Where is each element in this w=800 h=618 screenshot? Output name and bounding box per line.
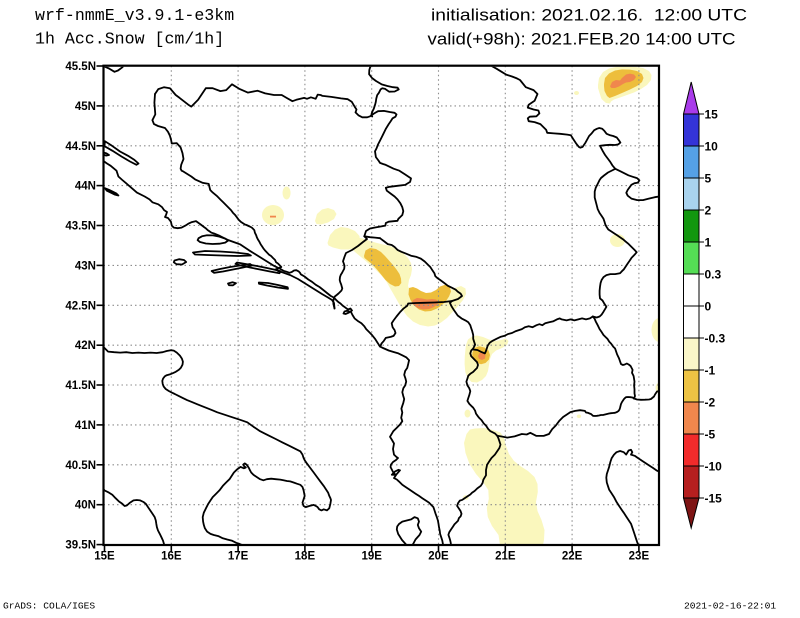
svg-text:0: 0 bbox=[705, 300, 712, 314]
svg-text:43N: 43N bbox=[75, 260, 96, 272]
svg-text:wrf-nmmE_v3.9.1-e3km: wrf-nmmE_v3.9.1-e3km bbox=[35, 6, 234, 25]
svg-text:16E: 16E bbox=[161, 551, 182, 563]
svg-text:1: 1 bbox=[705, 236, 712, 250]
svg-text:GrADS: COLA/IGES: GrADS: COLA/IGES bbox=[3, 601, 95, 612]
svg-text:-5: -5 bbox=[705, 428, 716, 442]
svg-text:44N: 44N bbox=[75, 181, 96, 193]
svg-text:22E: 22E bbox=[562, 551, 583, 563]
svg-text:41.5N: 41.5N bbox=[65, 380, 96, 392]
svg-text:-2: -2 bbox=[705, 396, 716, 410]
svg-text:21E: 21E bbox=[495, 551, 516, 563]
svg-text:valid(+98h): 2021.FEB.20 14:00: valid(+98h): 2021.FEB.20 14:00 UTC bbox=[428, 31, 736, 49]
svg-text:2: 2 bbox=[705, 204, 712, 218]
svg-text:15E: 15E bbox=[94, 551, 115, 563]
svg-text:5: 5 bbox=[705, 172, 712, 186]
svg-text:45.5N: 45.5N bbox=[65, 61, 96, 73]
svg-text:0.3: 0.3 bbox=[705, 268, 722, 282]
svg-text:23E: 23E bbox=[629, 551, 650, 563]
svg-text:-1: -1 bbox=[705, 364, 716, 378]
svg-text:17E: 17E bbox=[228, 551, 249, 563]
svg-text:42N: 42N bbox=[75, 340, 96, 352]
svg-text:10: 10 bbox=[705, 140, 719, 154]
svg-text:-10: -10 bbox=[705, 460, 723, 474]
svg-text:1h Acc.Snow [cm/1h]: 1h Acc.Snow [cm/1h] bbox=[35, 30, 224, 49]
svg-text:20E: 20E bbox=[428, 551, 449, 563]
svg-text:42.5N: 42.5N bbox=[65, 300, 96, 312]
svg-text:18E: 18E bbox=[295, 551, 316, 563]
svg-text:40N: 40N bbox=[75, 500, 96, 512]
svg-text:15: 15 bbox=[705, 108, 719, 122]
svg-text:-0.3: -0.3 bbox=[705, 332, 726, 346]
svg-text:45N: 45N bbox=[75, 101, 96, 113]
svg-text:43.5N: 43.5N bbox=[65, 221, 96, 233]
svg-text:39.5N: 39.5N bbox=[65, 540, 96, 552]
svg-text:40.5N: 40.5N bbox=[65, 460, 96, 472]
svg-text:initialisation: 2021.02.16. 1: initialisation: 2021.02.16. 12:00 UTC bbox=[431, 7, 747, 25]
svg-text:44.5N: 44.5N bbox=[65, 141, 96, 153]
svg-text:41N: 41N bbox=[75, 420, 96, 432]
svg-text:19E: 19E bbox=[361, 551, 382, 563]
svg-text:2021-02-16-22:01: 2021-02-16-22:01 bbox=[684, 601, 776, 612]
svg-text:-15: -15 bbox=[705, 492, 723, 506]
